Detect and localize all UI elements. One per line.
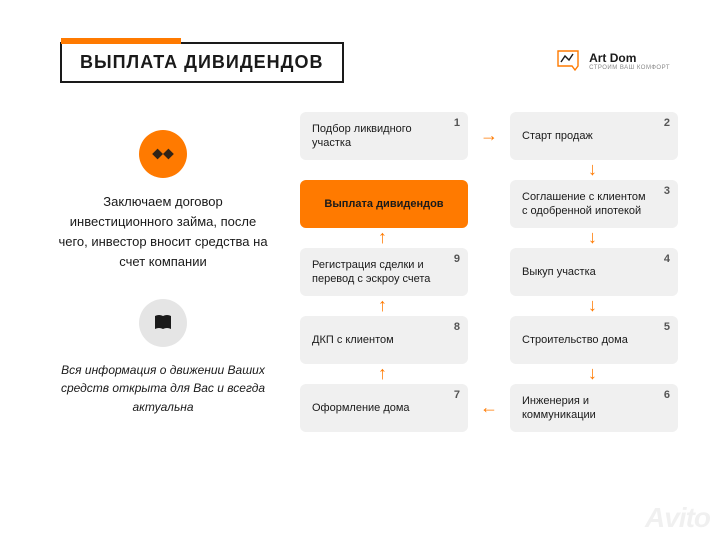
flow-arrow: → xyxy=(480,126,498,144)
logo-text-wrap: Art Dom СТРОИМ ВАШ КОМФОРТ xyxy=(589,51,670,71)
logo-name: Art Dom xyxy=(589,51,670,65)
flow-arrow: ← xyxy=(480,398,498,416)
flow-node-n7: Оформление дома 7 xyxy=(300,384,468,432)
logo-mark-icon xyxy=(555,48,581,74)
flow-node-number: 8 xyxy=(454,320,460,334)
flow-node-number: 6 xyxy=(664,388,670,402)
flow-node-n5: Строительство дома 5 xyxy=(510,316,678,364)
flow-node-label: Подбор ликвидного участка xyxy=(312,122,440,151)
flow-node-n4: Выкуп участка 4 xyxy=(510,248,678,296)
flow-node-number: 5 xyxy=(664,320,670,334)
logo: Art Dom СТРОИМ ВАШ КОМФОРТ xyxy=(555,48,670,74)
flow-arrow: ↑ xyxy=(378,228,387,246)
flow-node-n6: Инженерия и коммуникации 6 xyxy=(510,384,678,432)
flow-node-n10: Выплата дивидендов xyxy=(300,180,468,228)
left-block-1: Заключаем договор инвестиционного займа,… xyxy=(58,192,268,273)
flow-node-label: Старт продаж xyxy=(522,129,593,143)
page-title: ВЫПЛАТА ДИВИДЕНДОВ xyxy=(80,52,324,73)
flow-node-number: 3 xyxy=(664,184,670,198)
left-block-2: Вся информация о движении Ваших средств … xyxy=(58,361,268,417)
flow-arrow: ↑ xyxy=(378,364,387,382)
flow-node-number: 1 xyxy=(454,116,460,130)
flow-node-n9: Регистрация сделки и перевод с эскроу сч… xyxy=(300,248,468,296)
flow-arrow: ↓ xyxy=(588,228,597,246)
flow-node-label: Регистрация сделки и перевод с эскроу сч… xyxy=(312,258,440,287)
flow-node-n8: ДКП с клиентом 8 xyxy=(300,316,468,364)
flow-arrow: ↓ xyxy=(588,296,597,314)
flow-node-label: Оформление дома xyxy=(312,401,410,415)
flow-node-label: Соглашение с клиентом с одобренной ипоте… xyxy=(522,190,650,219)
flow-node-n1: Подбор ликвидного участка 1 xyxy=(300,112,468,160)
flow-node-number: 9 xyxy=(454,252,460,266)
book-icon xyxy=(139,299,187,347)
flow-arrow: ↓ xyxy=(588,160,597,178)
handshake-icon xyxy=(139,130,187,178)
flow-arrow: ↓ xyxy=(588,364,597,382)
flow-node-label: Выкуп участка xyxy=(522,265,596,279)
flow-node-label: Выплата дивидендов xyxy=(324,197,443,211)
logo-sub: СТРОИМ ВАШ КОМФОРТ xyxy=(589,65,670,71)
flowchart: Подбор ликвидного участка1Старт продаж2С… xyxy=(300,112,680,492)
flow-arrow: ↑ xyxy=(378,296,387,314)
flow-node-number: 7 xyxy=(454,388,460,402)
flow-node-number: 2 xyxy=(664,116,670,130)
flow-node-label: Инженерия и коммуникации xyxy=(522,394,650,423)
flow-node-label: ДКП с клиентом xyxy=(312,333,394,347)
flow-node-number: 4 xyxy=(664,252,670,266)
flow-node-n2: Старт продаж 2 xyxy=(510,112,678,160)
page-title-box: ВЫПЛАТА ДИВИДЕНДОВ xyxy=(60,42,344,83)
left-column: Заключаем договор инвестиционного займа,… xyxy=(58,130,268,442)
flow-node-label: Строительство дома xyxy=(522,333,628,347)
watermark: Avito xyxy=(645,502,710,534)
flow-node-n3: Соглашение с клиентом с одобренной ипоте… xyxy=(510,180,678,228)
